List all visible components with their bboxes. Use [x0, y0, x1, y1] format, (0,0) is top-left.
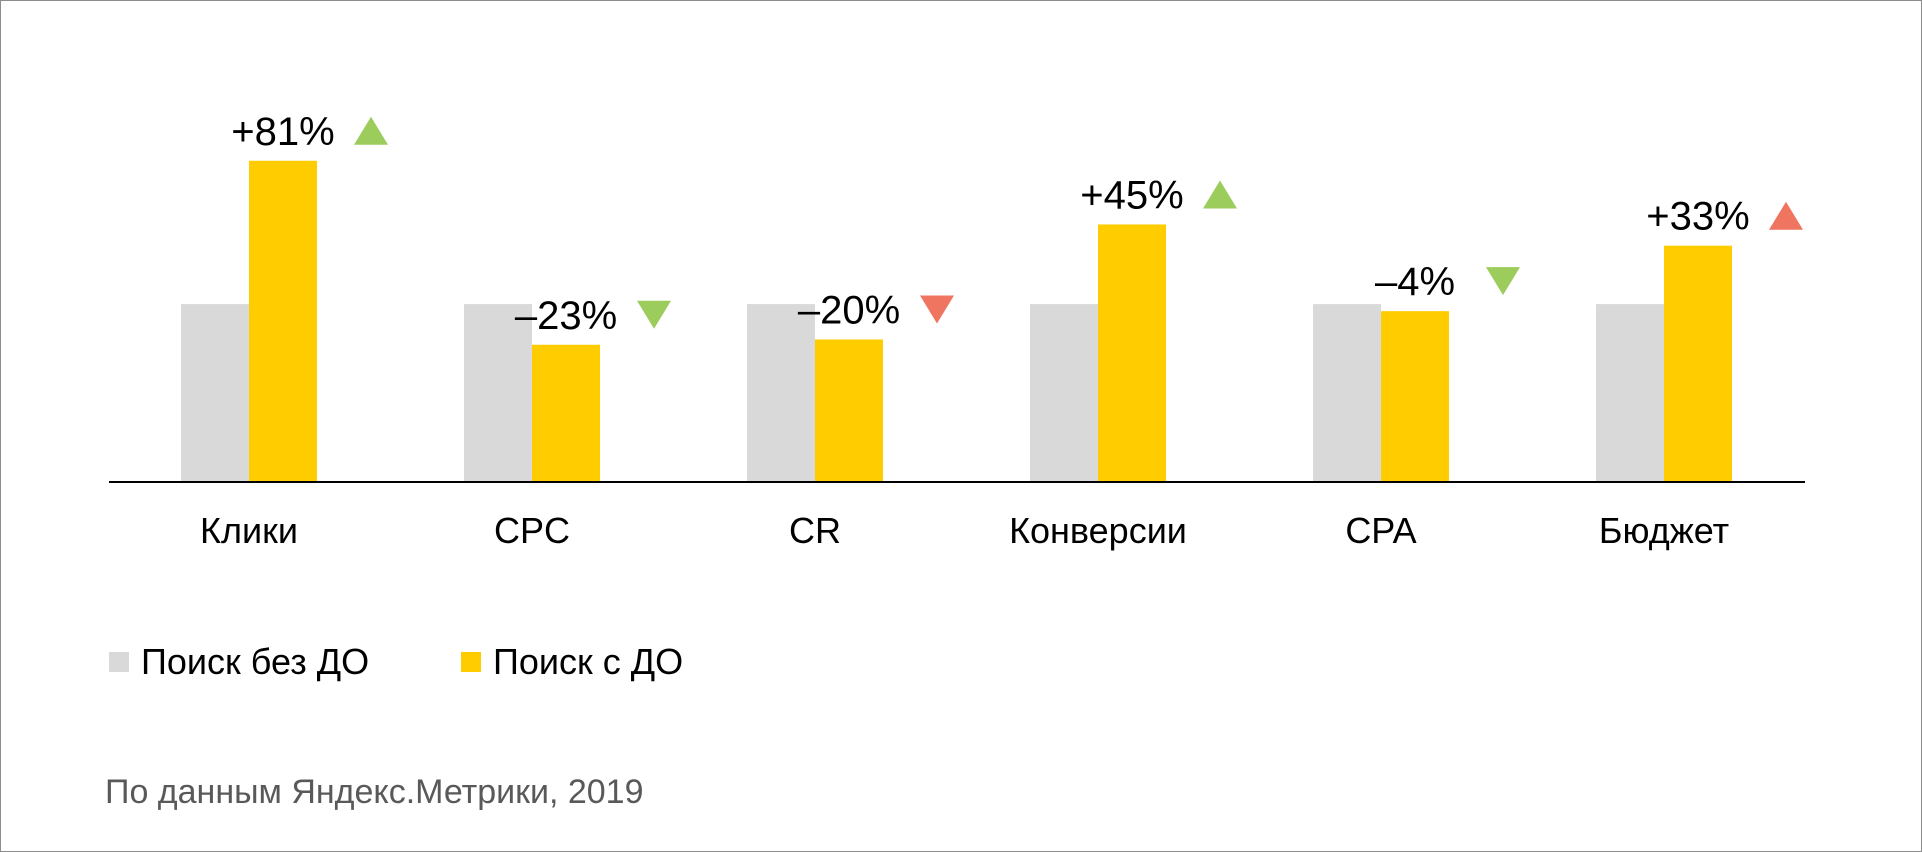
change-label: +33%: [1646, 195, 1749, 239]
legend-swatch-yellow: [461, 652, 481, 672]
triangle-up-icon: [1203, 180, 1237, 209]
bar-chart: +81% Клики –23% CPC –20% CR +45% Конверсии –4% CP…: [109, 110, 1805, 551]
source-note: По данным Яндекс.Метрики, 2019: [105, 773, 644, 811]
bar-without-do: [1030, 304, 1098, 481]
triangle-down-icon: [1486, 267, 1520, 296]
category-label: CPC: [494, 510, 570, 551]
change-label: –23%: [515, 294, 617, 338]
category-label: CPA: [1345, 510, 1416, 551]
legend-label: Поиск без ДО: [141, 641, 370, 682]
legend-item-search-with-do: Поиск с ДО: [461, 641, 684, 682]
bar-without-do: [1596, 304, 1664, 481]
bar-with-do: [249, 160, 317, 481]
category-label: CR: [789, 510, 841, 551]
category-label: Клики: [200, 510, 298, 551]
change-label: +45%: [1080, 173, 1183, 217]
change-label: –4%: [1375, 260, 1455, 304]
legend-swatch-gray: [109, 652, 129, 672]
change-label: +81%: [231, 110, 334, 154]
change-label: –20%: [798, 288, 900, 332]
bar-with-do: [1381, 311, 1449, 481]
bar-without-do: [747, 304, 815, 481]
triangle-up-icon: [1769, 201, 1803, 230]
legend-item-search-without-do: Поиск без ДО: [109, 641, 370, 682]
bar-with-do: [815, 339, 883, 481]
category-label: Конверсии: [1009, 510, 1187, 551]
bar-without-do: [1313, 304, 1381, 481]
bar-with-do: [1098, 224, 1166, 481]
bar-without-do: [464, 304, 532, 481]
triangle-down-icon: [920, 295, 954, 324]
bar-with-do: [532, 344, 600, 481]
bar-with-do: [1664, 245, 1732, 481]
bar-without-do: [181, 304, 249, 481]
triangle-down-icon: [637, 300, 671, 329]
triangle-up-icon: [354, 116, 388, 145]
legend-label: Поиск с ДО: [493, 641, 684, 682]
category-label: Бюджет: [1599, 510, 1729, 551]
